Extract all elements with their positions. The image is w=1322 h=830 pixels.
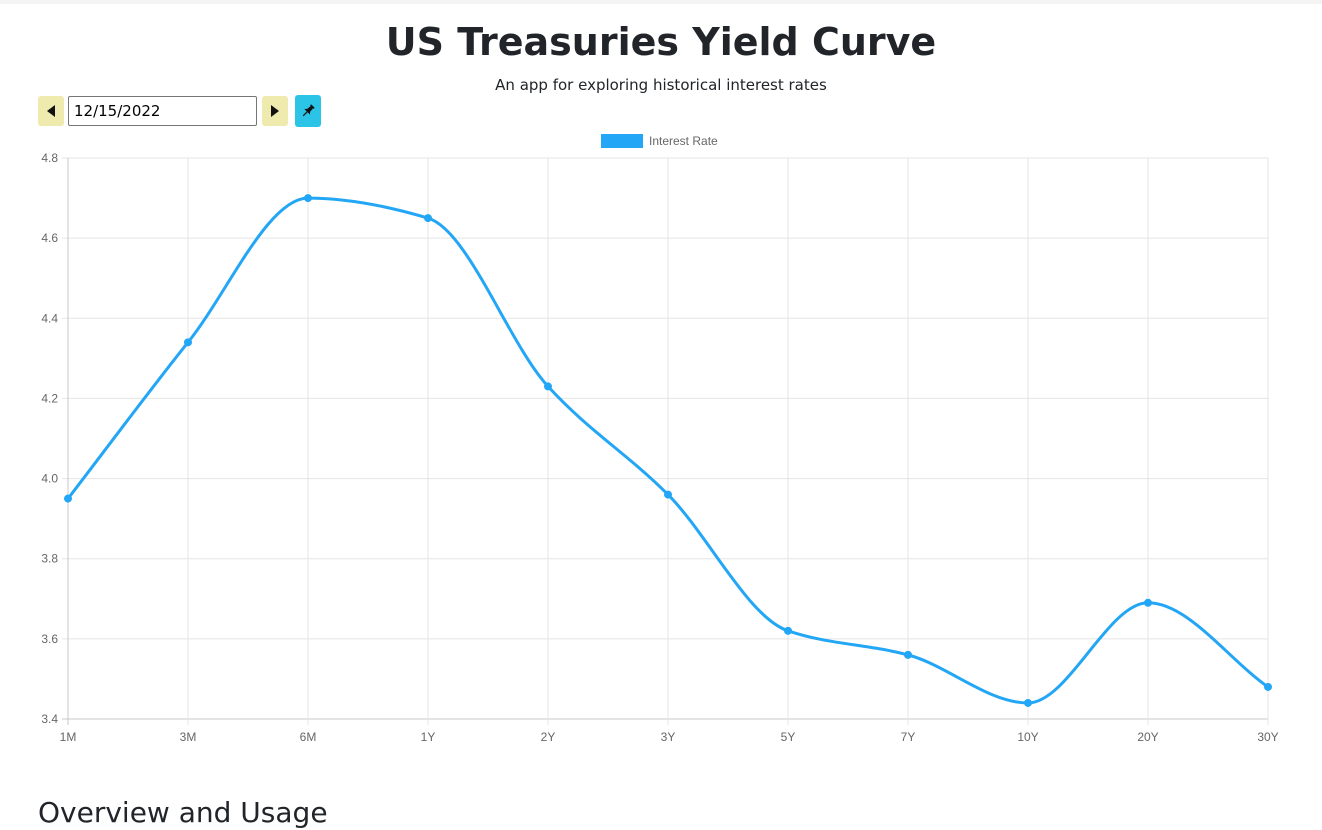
caret-right-icon <box>271 105 279 117</box>
x-tick-label: 2Y <box>541 730 556 744</box>
pin-icon <box>302 104 315 117</box>
x-tick-label: 10Y <box>1017 730 1038 744</box>
overview-heading: Overview and Usage <box>38 796 328 829</box>
y-tick-label: 4.6 <box>41 231 58 245</box>
pin-button[interactable] <box>295 95 321 127</box>
data-point[interactable] <box>184 338 192 347</box>
x-tick-label: 1M <box>60 730 77 744</box>
chart-axes: 4.8 4.6 4.4 4.2 4.0 3.8 3.6 3.41M 3M 6M 1Y 2Y 3Y 5Y 7Y… <box>41 151 1278 744</box>
previous-date-button[interactable] <box>38 96 64 126</box>
data-point[interactable] <box>64 494 72 503</box>
y-tick-label: 3.4 <box>41 712 58 726</box>
y-tick-label: 3.6 <box>41 632 58 646</box>
data-point[interactable] <box>1024 698 1032 707</box>
data-point[interactable] <box>784 626 792 635</box>
y-tick-label: 4.4 <box>41 311 58 325</box>
caret-left-icon <box>47 105 55 117</box>
y-tick-label: 4.8 <box>41 151 58 165</box>
legend-swatch <box>601 134 643 148</box>
x-tick-label: 3M <box>180 730 197 744</box>
x-tick-label: 6M <box>300 730 317 744</box>
page-title: US Treasuries Yield Curve <box>385 20 937 64</box>
data-point[interactable] <box>304 194 312 203</box>
chart-points <box>64 194 1272 707</box>
chart-legend[interactable]: Interest Rate <box>601 134 718 148</box>
data-point[interactable] <box>1144 598 1152 607</box>
x-tick-label: 30Y <box>1257 730 1278 744</box>
page-subtitle: An app for exploring historical interest… <box>495 76 827 94</box>
series-line <box>66 196 1270 705</box>
x-tick-label: 1Y <box>421 730 436 744</box>
data-point[interactable] <box>904 650 912 659</box>
x-tick-label: 3Y <box>661 730 676 744</box>
date-input[interactable] <box>68 96 257 126</box>
x-tick-label: 5Y <box>781 730 796 744</box>
data-point[interactable] <box>1264 682 1272 691</box>
top-strip <box>0 0 1322 4</box>
y-tick-label: 3.8 <box>41 552 58 566</box>
data-point[interactable] <box>664 490 672 499</box>
yield-curve-chart: 4.8 4.6 4.4 4.2 4.0 3.8 3.6 3.41M 3M 6M 1Y 2Y 3Y 5Y 7Y… <box>41 134 1279 744</box>
x-tick-label: 7Y <box>901 730 916 744</box>
y-tick-label: 4.2 <box>41 391 58 405</box>
y-tick-label: 4.0 <box>41 472 58 486</box>
chart-grid <box>62 157 1269 725</box>
legend-label: Interest Rate <box>649 134 718 148</box>
data-point[interactable] <box>424 214 432 223</box>
next-date-button[interactable] <box>262 96 288 126</box>
x-tick-label: 20Y <box>1137 730 1158 744</box>
chart-series <box>66 196 1270 705</box>
data-point[interactable] <box>544 382 552 391</box>
